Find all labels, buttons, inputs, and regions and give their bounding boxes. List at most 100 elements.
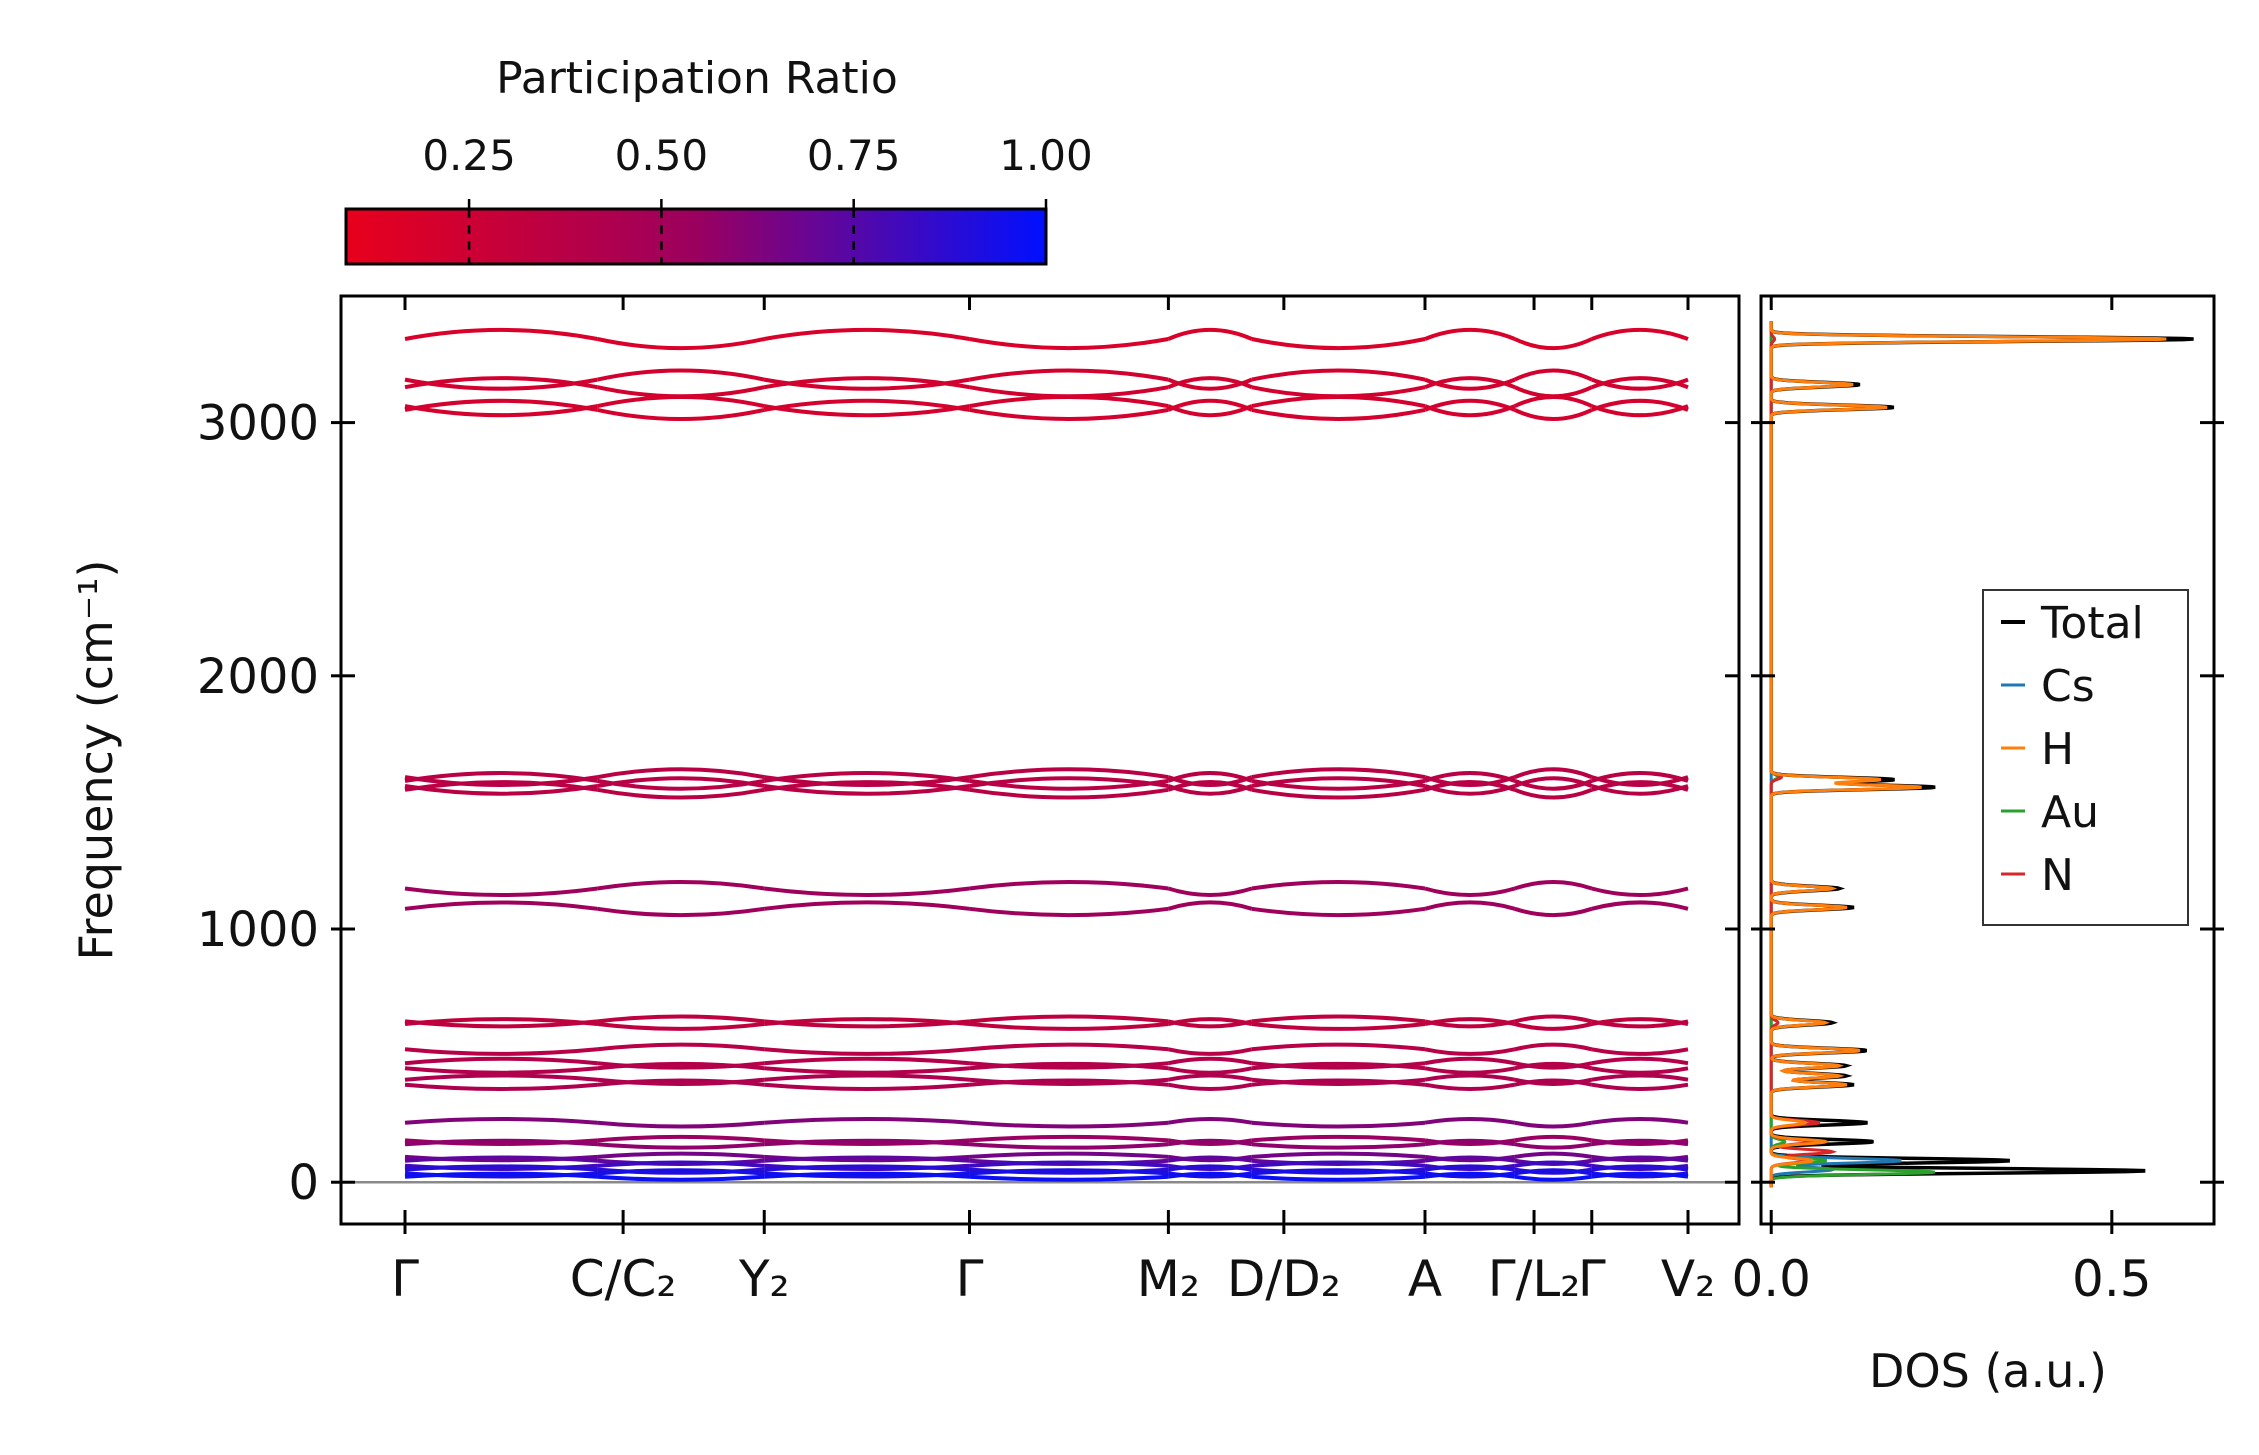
phonon-band bbox=[1591, 1056, 1689, 1066]
phonon-band bbox=[1424, 1164, 1516, 1172]
phonon-band bbox=[763, 398, 970, 412]
phonon-band bbox=[1591, 376, 1689, 390]
phonon-band bbox=[1424, 398, 1516, 412]
phonon-band bbox=[1251, 407, 1426, 421]
phonon-band bbox=[597, 880, 765, 891]
phonon-band bbox=[1251, 1042, 1426, 1052]
phonon-band bbox=[1424, 1138, 1516, 1147]
phonon-band bbox=[1514, 1077, 1593, 1086]
phonon-band bbox=[404, 1017, 598, 1026]
phonon-band bbox=[597, 767, 765, 780]
path-label: Γ bbox=[1578, 1250, 1606, 1308]
phonon-band bbox=[1591, 886, 1689, 897]
phonon-band bbox=[1251, 1142, 1426, 1150]
phonon-band bbox=[1251, 1134, 1426, 1143]
phonon-band bbox=[1591, 1017, 1689, 1026]
phonon-band bbox=[1591, 1155, 1689, 1163]
phonon-band bbox=[969, 1061, 1169, 1071]
phonon-band bbox=[969, 1151, 1169, 1159]
phonon-band bbox=[597, 787, 765, 800]
legend-label-h: H bbox=[2041, 724, 2074, 775]
phonon-band bbox=[1251, 880, 1426, 891]
phonon-band bbox=[1424, 1066, 1516, 1075]
phonon-band bbox=[1167, 771, 1253, 783]
phonon-band bbox=[969, 1134, 1169, 1143]
phonon-band bbox=[1591, 404, 1689, 418]
phonon-band bbox=[1168, 1073, 1253, 1082]
phonon-band bbox=[1513, 368, 1593, 382]
phonon-band bbox=[597, 1151, 765, 1159]
phonon-band bbox=[1251, 1061, 1426, 1071]
phonon-band bbox=[969, 407, 1169, 421]
phonon-band bbox=[969, 880, 1169, 891]
phonon-band bbox=[1167, 328, 1253, 341]
path-label: D/D₂ bbox=[1227, 1250, 1341, 1308]
phonon-band bbox=[1251, 1014, 1426, 1024]
phonon-band bbox=[1591, 328, 1689, 341]
phonon-band bbox=[969, 1078, 1169, 1087]
phonon-band bbox=[764, 1056, 970, 1066]
phonon-band bbox=[404, 775, 598, 787]
phonon-band bbox=[1424, 1056, 1516, 1066]
colorbar-tick-label: 0.50 bbox=[615, 131, 709, 180]
phonon-band bbox=[404, 1056, 598, 1066]
legend-label-au: Au bbox=[2041, 787, 2099, 838]
dos-plot-frame bbox=[1759, 294, 2216, 1226]
phonon-band bbox=[1514, 1062, 1593, 1071]
phonon-band bbox=[1167, 1047, 1253, 1056]
phonon-band bbox=[969, 787, 1169, 800]
phonon-band bbox=[597, 906, 765, 917]
legend-label-total: Total bbox=[2040, 598, 2144, 649]
phonon-band bbox=[1251, 1174, 1426, 1182]
y-tick-label: 0 bbox=[288, 1155, 319, 1211]
phonon-band bbox=[1591, 900, 1689, 911]
phonon-band bbox=[1514, 1142, 1593, 1150]
phonon-band bbox=[1424, 900, 1516, 911]
phonon-band bbox=[597, 1078, 765, 1087]
dos-series-n bbox=[1769, 321, 1838, 1188]
phonon-band bbox=[1591, 1066, 1689, 1075]
band-structure-panel: Frequency (cm⁻¹) 0 1000 2000 3000 Γ C/C₂ Y₂ Γ M₂… bbox=[69, 294, 1741, 1308]
phonon-band bbox=[1424, 1047, 1516, 1056]
phonon-band bbox=[1514, 1120, 1593, 1129]
phonon-band bbox=[404, 404, 598, 418]
phonon-band bbox=[763, 376, 970, 390]
phonon-band bbox=[1591, 1138, 1689, 1147]
phonon-band bbox=[764, 1164, 970, 1172]
phonon-band bbox=[969, 1174, 1169, 1182]
band-plot-frame bbox=[339, 294, 1741, 1226]
phonon-band bbox=[1251, 1151, 1426, 1159]
dos-x-axis-label: DOS (a.u.) bbox=[1869, 1344, 2107, 1398]
phonon-band bbox=[404, 1171, 598, 1179]
phonon-band bbox=[969, 776, 1169, 788]
phonon-band bbox=[763, 775, 970, 787]
phonon-band bbox=[1424, 771, 1516, 783]
phonon-band bbox=[1514, 767, 1593, 779]
phonon-band bbox=[1251, 385, 1426, 399]
phonon-band bbox=[1514, 1042, 1593, 1052]
phonon-band bbox=[1513, 408, 1593, 421]
phonon-band bbox=[1424, 404, 1516, 418]
phonon-band bbox=[1591, 780, 1689, 792]
phonon-band bbox=[1251, 1078, 1426, 1087]
phonon-band bbox=[597, 1061, 765, 1071]
phonon-band bbox=[1167, 1056, 1253, 1066]
colorbar-tick-label: 0.75 bbox=[807, 131, 901, 180]
phonon-band bbox=[1251, 767, 1426, 780]
colorbar: Participation Ratio 0.25 0.50 0.75 1.00 bbox=[344, 53, 1093, 266]
phonon-band bbox=[1251, 787, 1426, 800]
phonon-band bbox=[1167, 376, 1253, 390]
legend-frame bbox=[1982, 589, 2189, 926]
phonon-band bbox=[969, 368, 1169, 382]
phonon-band bbox=[404, 1082, 598, 1091]
phonon-band bbox=[597, 1174, 765, 1182]
y-axis-label: Frequency (cm⁻¹) bbox=[69, 560, 123, 961]
phonon-band bbox=[404, 1047, 598, 1056]
phonon-band bbox=[764, 1155, 970, 1163]
phonon-band bbox=[404, 376, 598, 390]
phonon-band bbox=[969, 1120, 1169, 1129]
phonon-band bbox=[1167, 1066, 1253, 1075]
phonon-band bbox=[763, 771, 970, 783]
phonon-band bbox=[764, 1138, 970, 1147]
phonon-band bbox=[1514, 906, 1593, 917]
